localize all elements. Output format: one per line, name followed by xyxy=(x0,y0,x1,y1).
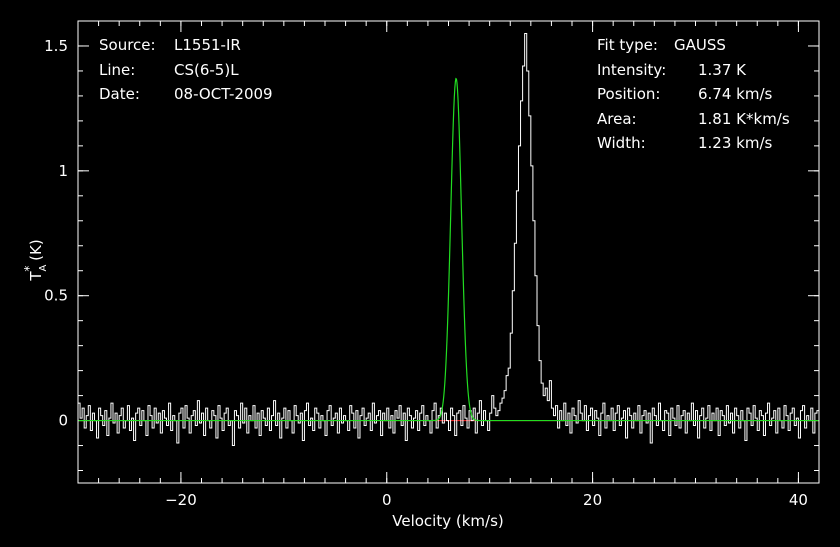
y-axis-title-sub: A xyxy=(38,264,49,271)
date-key: Date: xyxy=(99,85,140,103)
y-tick-label: 1 xyxy=(58,162,68,180)
intensity-value: 1.37 K xyxy=(698,61,747,79)
y-tick-label: 0.5 xyxy=(44,287,68,305)
x-tick-label: 20 xyxy=(583,491,602,509)
position-key: Position: xyxy=(597,85,660,103)
area-key: Area: xyxy=(597,110,637,128)
y-axis-title: TA* (K) xyxy=(22,239,49,281)
intensity-key: Intensity: xyxy=(597,61,666,79)
x-axis-title: Velocity (km/s) xyxy=(392,512,503,530)
y-axis-title-main: T xyxy=(27,271,45,282)
y-axis-title-sup: * xyxy=(22,266,36,272)
source-key: Source: xyxy=(99,36,156,54)
line-value: CS(6-5)L xyxy=(174,61,239,79)
area-value: 1.81 K*km/s xyxy=(698,110,790,128)
y-tick-label: 1.5 xyxy=(44,37,68,55)
line-key: Line: xyxy=(99,61,135,79)
width-key: Width: xyxy=(597,134,646,152)
tick-labels: −20 0 20 40 0 0.5 1 1.5 xyxy=(44,37,808,509)
source-value: L1551-IR xyxy=(174,36,241,54)
gaussian-fit-series xyxy=(78,77,819,422)
date-value: 08-OCT-2009 xyxy=(174,85,273,103)
y-axis-title-unit: (K) xyxy=(27,239,45,265)
y-tick-label: 0 xyxy=(58,412,68,430)
x-tick-label: −20 xyxy=(165,491,197,509)
fit-type-key: Fit type: xyxy=(597,36,658,54)
spectrum-series xyxy=(78,32,819,447)
position-value: 6.74 km/s xyxy=(698,85,773,103)
x-tick-label: 0 xyxy=(382,491,392,509)
x-tick-label: 40 xyxy=(789,491,808,509)
major-ticks xyxy=(78,21,819,483)
svg-text:TA* (K): TA* (K) xyxy=(22,239,49,281)
plot-frame xyxy=(77,20,820,484)
width-value: 1.23 km/s xyxy=(698,134,773,152)
fit-type-value: GAUSS xyxy=(674,36,726,54)
